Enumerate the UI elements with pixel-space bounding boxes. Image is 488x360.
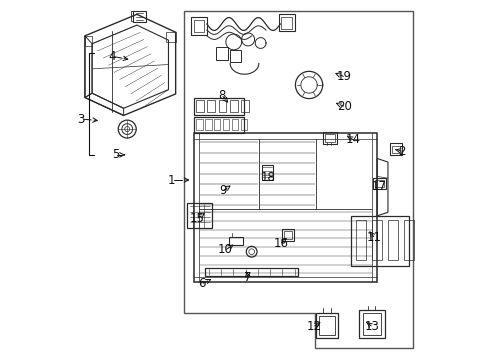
Bar [218, 100, 226, 112]
Bar [223, 120, 229, 130]
Bar [196, 120, 202, 130]
Bar [371, 220, 381, 260]
Text: 11: 11 [366, 231, 381, 244]
Text: 20: 20 [336, 100, 351, 113]
Text: 2: 2 [398, 145, 405, 158]
Text: 18: 18 [260, 171, 275, 184]
Text: 14: 14 [346, 133, 360, 146]
Bar [403, 220, 413, 260]
Text: 13: 13 [364, 320, 379, 333]
Text: 17: 17 [371, 180, 386, 193]
Text: 6: 6 [197, 278, 205, 291]
Text: 19: 19 [336, 70, 351, 83]
Text: 10: 10 [218, 243, 232, 256]
Bar [229, 100, 237, 112]
Text: 3: 3 [78, 113, 85, 126]
Bar [214, 120, 220, 130]
Bar [231, 120, 238, 130]
Text: 16: 16 [273, 237, 287, 249]
Bar [387, 220, 397, 260]
Text: 9: 9 [219, 184, 226, 197]
Bar [355, 220, 365, 260]
Text: 8: 8 [218, 89, 225, 102]
Bar [241, 120, 247, 130]
Bar [204, 120, 211, 130]
Text: 15: 15 [189, 212, 204, 225]
Text: 5: 5 [111, 148, 119, 161]
Text: 4: 4 [108, 50, 115, 63]
Text: 1: 1 [167, 174, 174, 186]
Text: 12: 12 [306, 320, 321, 333]
Bar [207, 100, 215, 112]
Text: 7: 7 [244, 271, 251, 284]
Bar [196, 100, 203, 112]
Bar [241, 100, 248, 112]
